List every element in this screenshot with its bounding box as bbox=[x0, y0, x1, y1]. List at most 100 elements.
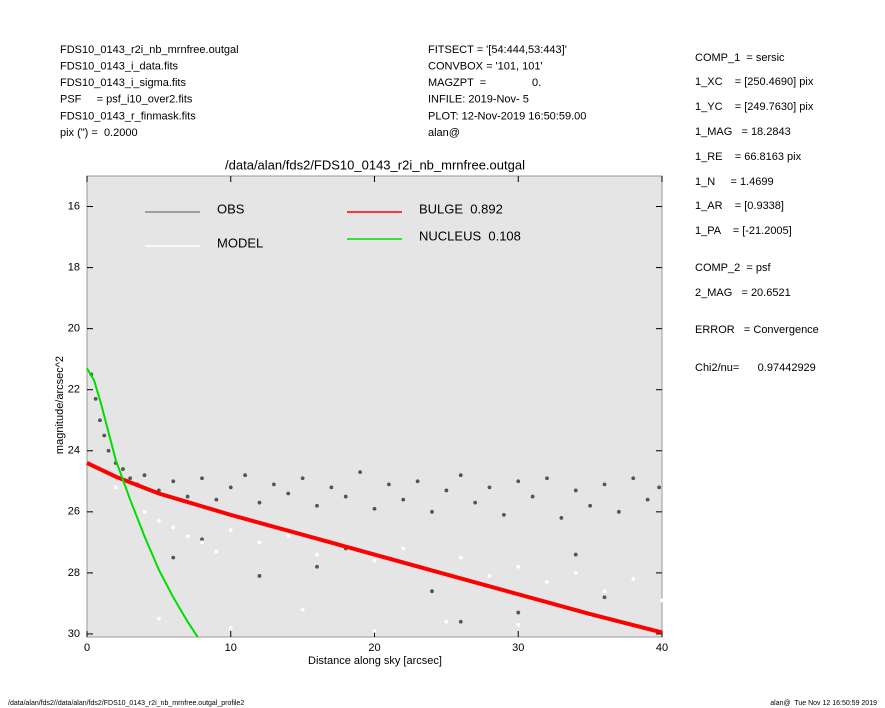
fit-parameter: 1_XC = [250.4690] pix bbox=[695, 76, 814, 88]
data-point bbox=[358, 470, 363, 475]
header-line: FDS10_0143_i_sigma.fits bbox=[60, 77, 186, 89]
fit-parameter: 1_MAG = 18.2843 bbox=[695, 126, 791, 138]
fit-parameter: 1_YC = [249.7630] pix bbox=[695, 101, 814, 113]
header-line: PLOT: 12-Nov-2019 16:50:59.00 bbox=[428, 110, 586, 122]
data-point bbox=[386, 482, 391, 487]
y-tick-label: 30 bbox=[68, 628, 80, 640]
data-point bbox=[516, 610, 521, 615]
data-point bbox=[315, 552, 319, 557]
data-point bbox=[458, 555, 463, 560]
data-point bbox=[516, 479, 521, 484]
fit-parameter: ERROR = Convergence bbox=[695, 324, 819, 336]
data-point bbox=[415, 479, 420, 484]
profile-curve bbox=[86, 461, 663, 635]
header-line: MAGZPT = 0. bbox=[428, 77, 541, 89]
data-point bbox=[588, 503, 593, 508]
data-point bbox=[430, 589, 434, 594]
data-point bbox=[98, 418, 102, 423]
data-point bbox=[156, 616, 161, 621]
x-axis-label: Distance along sky [arcsec] bbox=[308, 655, 442, 667]
legend-label: OBS bbox=[217, 201, 245, 216]
y-tick-label: 28 bbox=[68, 567, 80, 579]
data-point bbox=[142, 509, 147, 514]
fit-parameter: Chi2/nu= 0.97442929 bbox=[695, 362, 816, 374]
data-point bbox=[257, 500, 262, 505]
data-point bbox=[257, 540, 262, 545]
data-point bbox=[631, 476, 636, 481]
data-point bbox=[444, 488, 449, 493]
header-line: FDS10_0143_i_data.fits bbox=[60, 61, 179, 73]
data-point bbox=[315, 564, 319, 569]
data-point bbox=[257, 574, 262, 578]
data-point bbox=[271, 482, 276, 487]
data-point bbox=[315, 503, 319, 508]
data-point bbox=[602, 595, 607, 600]
data-point bbox=[200, 476, 204, 481]
y-tick-label: 26 bbox=[68, 506, 80, 518]
y-tick-label: 20 bbox=[68, 323, 80, 335]
data-point bbox=[657, 485, 662, 490]
data-point bbox=[93, 396, 98, 401]
data-point bbox=[200, 540, 204, 545]
data-point bbox=[573, 570, 578, 575]
data-point bbox=[200, 537, 204, 542]
data-point bbox=[645, 497, 650, 502]
profile-curve bbox=[86, 367, 199, 638]
data-point bbox=[106, 448, 111, 453]
data-point bbox=[102, 433, 107, 438]
footer-right: alan@ Tue Nov 12 16:50:59 2019 bbox=[770, 700, 877, 707]
header-line: FDS10_0143_r_finmask.fits bbox=[60, 110, 196, 122]
data-point bbox=[559, 516, 564, 520]
data-point bbox=[300, 607, 305, 612]
data-point bbox=[185, 534, 190, 539]
data-point bbox=[545, 476, 549, 481]
data-point bbox=[286, 491, 291, 496]
data-point bbox=[156, 519, 161, 523]
data-point bbox=[660, 598, 664, 603]
data-point bbox=[286, 534, 291, 539]
x-tick-label: 40 bbox=[656, 642, 668, 654]
data-point bbox=[214, 497, 219, 502]
data-point bbox=[300, 476, 305, 481]
data-point bbox=[329, 485, 334, 490]
data-point bbox=[458, 619, 463, 624]
x-tick-label: 0 bbox=[84, 642, 90, 654]
data-point bbox=[171, 479, 176, 484]
data-point bbox=[444, 619, 449, 624]
fit-parameter: COMP_1 = sersic bbox=[695, 52, 785, 64]
data-point bbox=[530, 494, 535, 499]
data-point bbox=[228, 625, 233, 630]
data-point bbox=[516, 622, 521, 627]
data-point bbox=[573, 488, 578, 493]
data-point bbox=[171, 525, 176, 529]
data-point bbox=[372, 506, 377, 511]
legend-label: BULGE 0.892 bbox=[419, 201, 503, 216]
data-point bbox=[573, 552, 578, 557]
data-point bbox=[243, 473, 248, 478]
x-tick-label: 30 bbox=[512, 642, 524, 654]
data-point bbox=[545, 580, 549, 584]
fit-parameter: 1_PA = [-21.2005] bbox=[695, 225, 792, 237]
data-point bbox=[516, 564, 521, 569]
y-tick-label: 18 bbox=[68, 261, 80, 273]
y-tick-label: 24 bbox=[68, 445, 80, 457]
fit-parameter: 1_RE = 66.8163 pix bbox=[695, 151, 802, 163]
data-point bbox=[430, 509, 434, 514]
data-point bbox=[616, 509, 621, 514]
y-tick-label: 22 bbox=[68, 384, 80, 396]
y-axis-label: magnitude/arcsec^2 bbox=[54, 356, 66, 454]
data-point bbox=[171, 555, 176, 560]
header-line: CONVBOX = '101, 101' bbox=[428, 61, 543, 73]
data-point bbox=[214, 549, 219, 554]
header-line: pix (") = 0.2000 bbox=[60, 127, 138, 139]
header-line: INFILE: 2019-Nov- 5 bbox=[428, 94, 529, 106]
data-point bbox=[228, 485, 233, 490]
data-point bbox=[602, 482, 607, 487]
data-point bbox=[372, 558, 377, 563]
data-point bbox=[372, 628, 377, 633]
data-point bbox=[128, 476, 133, 481]
header-line: alan@ bbox=[428, 127, 460, 139]
data-point bbox=[401, 497, 406, 502]
data-point bbox=[343, 494, 348, 499]
